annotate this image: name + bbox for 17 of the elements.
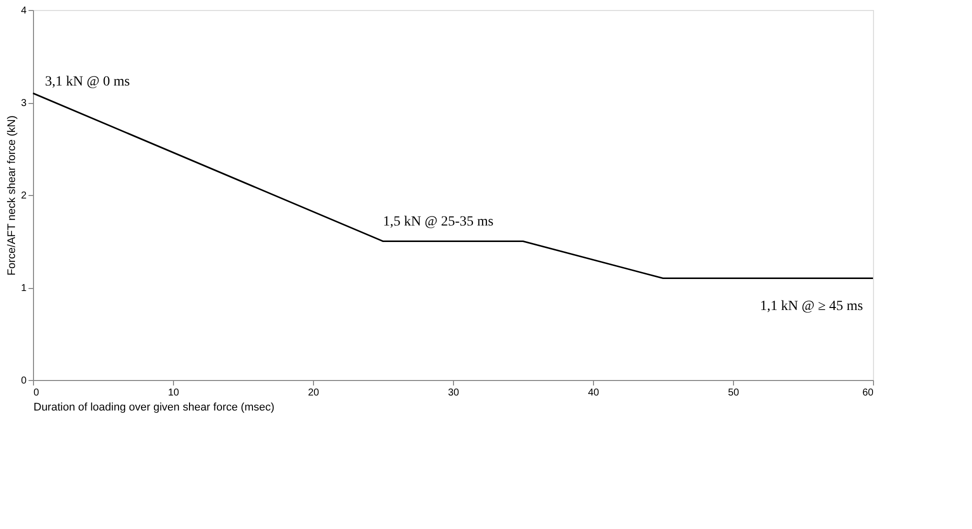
y-tick-label: 3 — [20, 98, 27, 109]
y-tick-label: 2 — [20, 190, 27, 202]
y-tick-label: 1 — [20, 283, 27, 294]
x-axis-title: Duration of loading over given shear force (msec) — [34, 402, 274, 414]
y-axis-title: Force/AFT neck shear force (kN) — [6, 116, 18, 276]
annotation: 3,1 kN @ 0 ms — [45, 74, 130, 90]
x-tick-label: 50 — [728, 388, 740, 398]
x-tick-label: 10 — [168, 388, 180, 398]
x-tick-label: 30 — [448, 388, 460, 398]
y-tick-label: 0 — [20, 376, 27, 386]
x-tick-label: 20 — [308, 388, 320, 398]
x-tick-label: 40 — [588, 388, 600, 398]
y-tick-label: 4 — [20, 6, 27, 16]
x-tick-label: 0 — [34, 388, 40, 398]
annotation: 1,5 kN @ 25-35 ms — [383, 214, 494, 230]
x-tick-label: 60 — [862, 388, 874, 398]
annotation: 1,1 kN @ ≥ 45 ms — [760, 299, 863, 314]
